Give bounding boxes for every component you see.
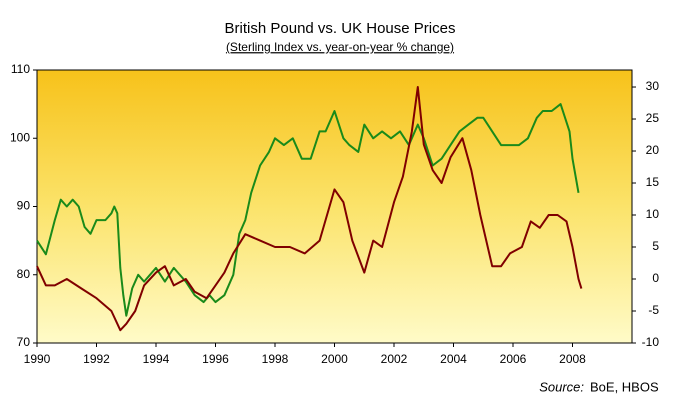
y2-tick-label: 0 xyxy=(652,271,659,285)
x-tick-label: 1996 xyxy=(202,352,229,366)
x-tick-label: 2002 xyxy=(381,352,408,366)
y-tick-label: 110 xyxy=(11,62,30,76)
y2-tick-label: 15 xyxy=(646,175,660,189)
source-label: Source: xyxy=(539,379,584,394)
y2-tick-label: -5 xyxy=(648,303,659,317)
y2-tick-label: 25 xyxy=(646,111,660,125)
y2-tick-label: 5 xyxy=(652,239,659,253)
x-tick-label: 1998 xyxy=(262,352,289,366)
x-tick-label: 1992 xyxy=(83,352,110,366)
x-tick-label: 1990 xyxy=(24,352,51,366)
chart-subtitle: (Sterling Index vs. year-on-year % chang… xyxy=(226,40,454,54)
x-tick-label: 2006 xyxy=(500,352,527,366)
series-line xyxy=(36,86,583,332)
y2-tick-label: 30 xyxy=(646,79,660,93)
chart-title: British Pound vs. UK House Prices xyxy=(225,20,456,37)
x-tick-label: 2008 xyxy=(559,352,586,366)
y-tick-label: 70 xyxy=(17,335,31,349)
y2-tick-label: 20 xyxy=(646,143,660,157)
x-tick-label: 2000 xyxy=(321,352,348,366)
y-tick-label: 80 xyxy=(17,267,31,281)
y2-tick-label: -10 xyxy=(642,335,660,349)
x-tick-label: 2004 xyxy=(440,352,467,366)
plot-area xyxy=(36,69,633,344)
source: BoE, HBOS xyxy=(590,379,659,394)
y-tick-label: 90 xyxy=(17,199,31,213)
x-tick-label: 1994 xyxy=(143,352,170,366)
y2-tick-label: 10 xyxy=(646,207,660,221)
y-tick-label: 100 xyxy=(10,130,30,144)
series-line xyxy=(36,103,580,317)
